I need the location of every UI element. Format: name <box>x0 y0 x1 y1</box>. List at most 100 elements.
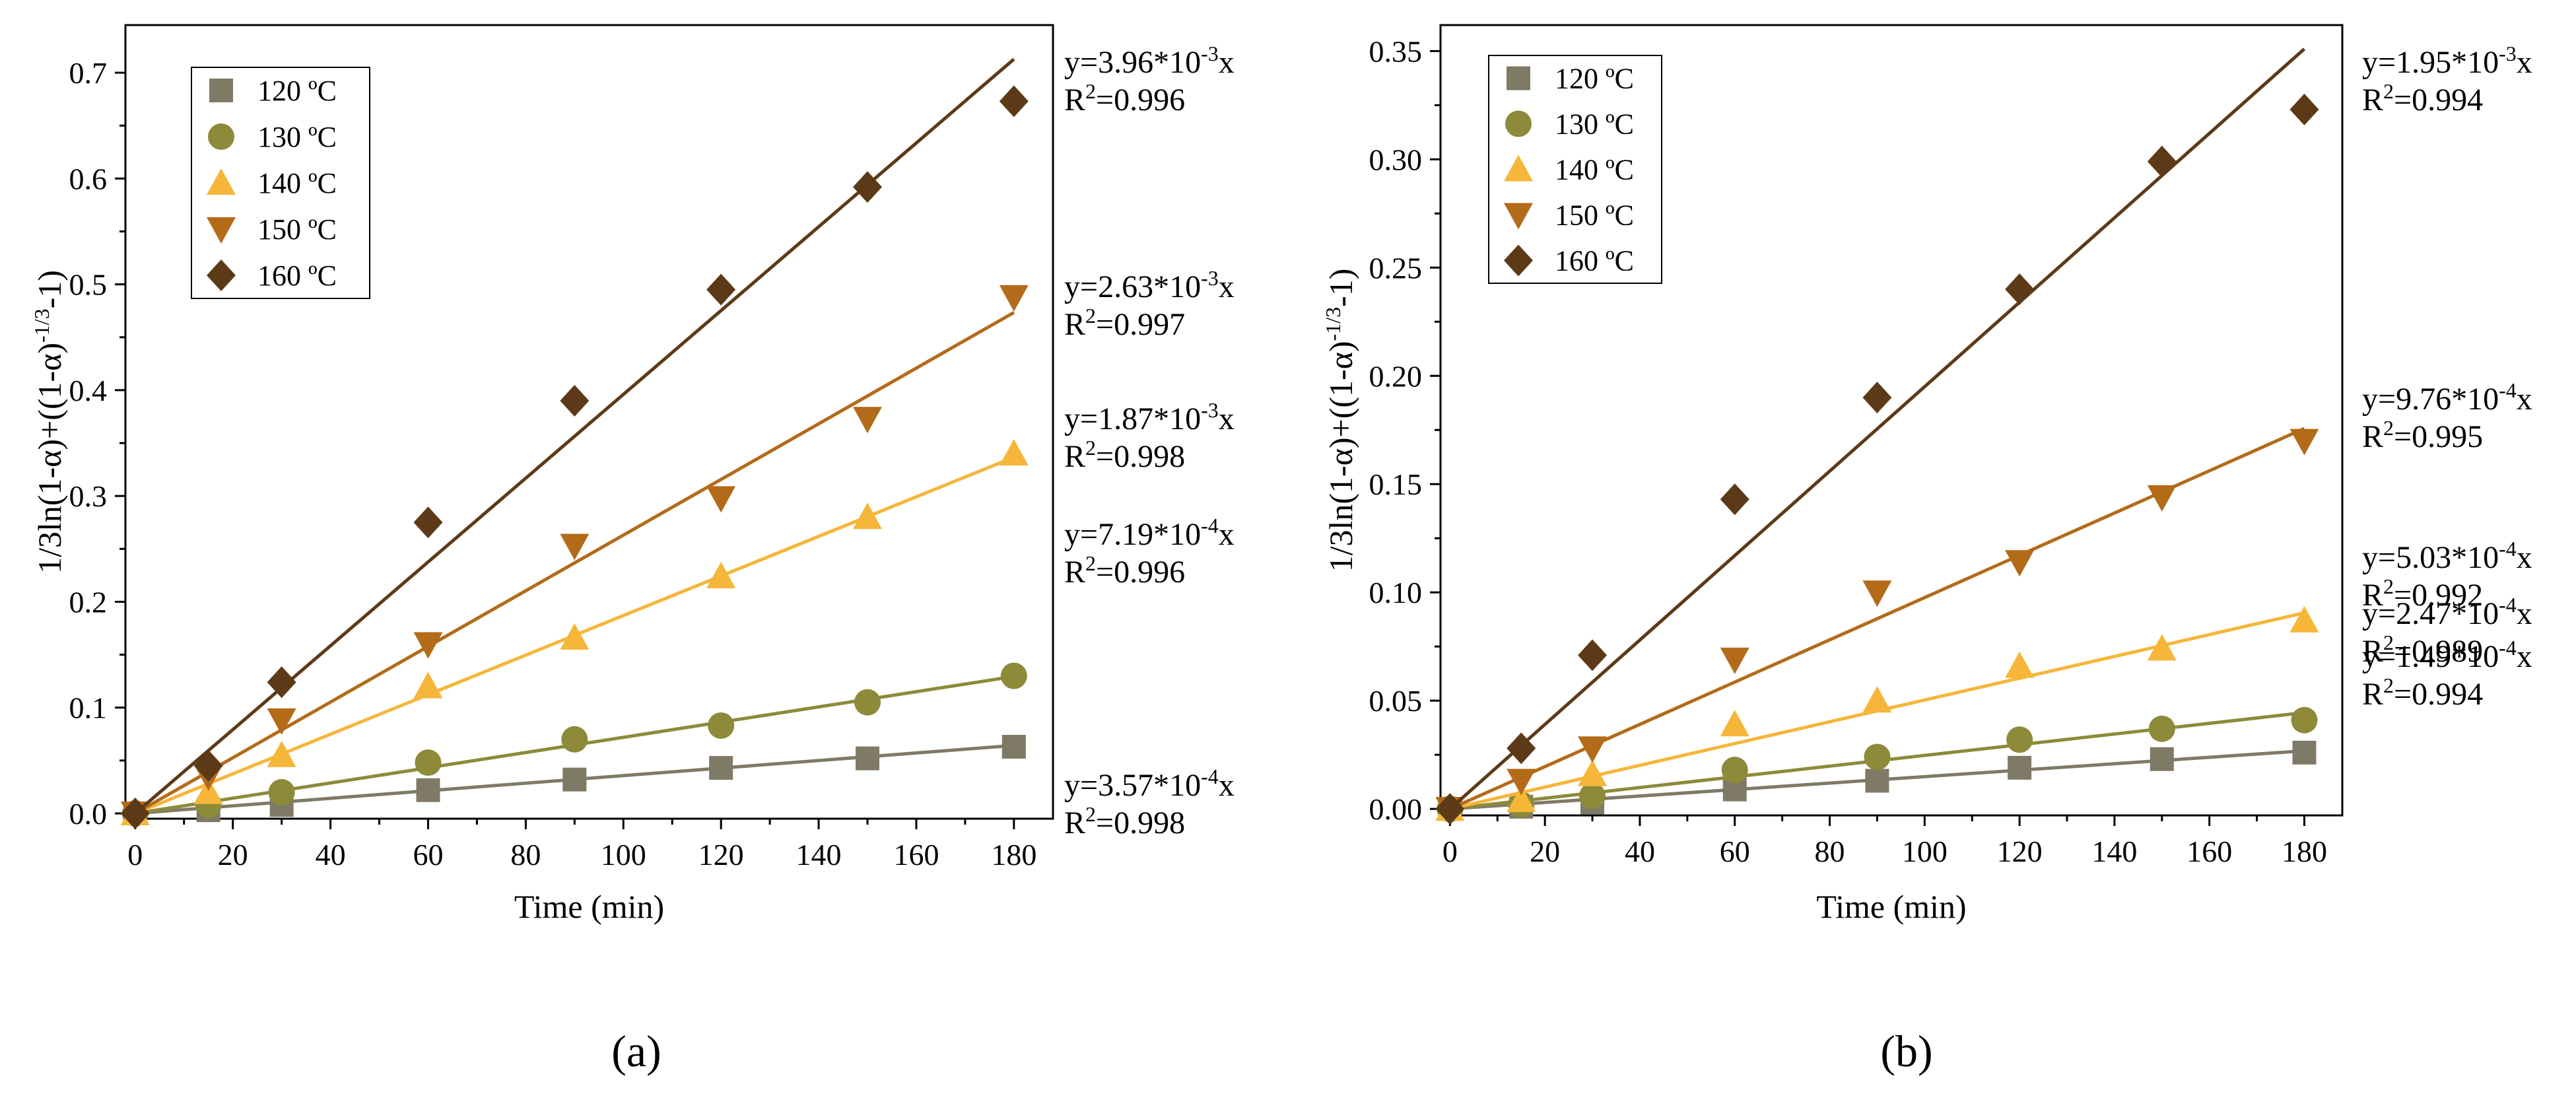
plot-frame <box>124 24 1054 820</box>
data-point-160 <box>999 85 1029 118</box>
data-point-150 <box>2147 485 2177 512</box>
fit-equation: y=3.57*10-4x <box>1064 765 1235 803</box>
data-point-150 <box>1507 769 1536 796</box>
fit-equation: y=1.49*10-4x <box>2362 636 2532 674</box>
data-point-160 <box>1720 483 1749 516</box>
data-point-160 <box>120 797 150 829</box>
y-tick-label: 0.1 <box>69 691 108 725</box>
data-point-160 <box>1507 732 1536 765</box>
data-point-140 <box>1578 759 1608 786</box>
fit-r-squared: R2=0.996 <box>1064 79 1185 118</box>
legend-marker-160 <box>207 259 236 291</box>
y-tick-label: 0.6 <box>69 162 108 195</box>
y-tick-label: 0.20 <box>1369 359 1423 393</box>
fit-equation: y=1.95*10-3x <box>2362 42 2532 80</box>
data-point-130 <box>2006 726 2033 753</box>
fit-equation: y=2.47*10-4x <box>2362 593 2532 631</box>
y-tick-label: 0.30 <box>1369 143 1423 176</box>
y-tick-label: 0.00 <box>1369 792 1423 826</box>
fit-equation: y=9.76*10-4x <box>2362 378 2532 417</box>
x-tick-label: 160 <box>893 838 939 872</box>
data-point-120 <box>562 767 587 792</box>
y-tick-label: 0.7 <box>69 56 108 90</box>
legend-label: 150 ºC <box>1555 199 1634 232</box>
x-tick-label: 180 <box>991 838 1036 872</box>
legend-label: 160 ºC <box>257 259 337 292</box>
data-point-120 <box>856 746 879 771</box>
data-point-160 <box>2005 273 2035 306</box>
data-point-140 <box>1507 786 1536 813</box>
data-point-130 <box>854 689 881 716</box>
x-tick-label: 100 <box>601 838 646 872</box>
x-tick-label: 20 <box>1530 835 1560 868</box>
data-point-150 <box>1578 736 1608 763</box>
y-axis-title: 1/3ln(1-α)+((1-α)-1/3-1) <box>1321 269 1359 572</box>
x-axis-title: Time (min) <box>514 888 664 925</box>
data-point-140 <box>1862 686 1892 713</box>
chart-panel-b: 0 20 40 60 80 100 120 140 160 180 0.00 0.05 0.10 0.15… <box>1321 24 2532 925</box>
chart-panel-a: 0 20 40 60 80 100 120 140 160 180 0.0 0.1 0.2 0.3 0.4 0… <box>30 24 1235 925</box>
fit-equation: y=1.87*10-3x <box>1064 398 1235 436</box>
legend-marker-140 <box>1504 154 1533 182</box>
fit-equation: y=7.19*10-4x <box>1064 514 1235 552</box>
caption-b: (b) <box>1880 1026 1932 1076</box>
x-tick-label: 160 <box>2186 835 2232 868</box>
y-tick-label: 0.2 <box>69 585 108 619</box>
data-point-140 <box>1720 710 1749 737</box>
x-tick-label: 80 <box>510 838 541 872</box>
data-point-160 <box>413 506 443 539</box>
x-tick-label: 140 <box>2091 835 2137 868</box>
data-point-120 <box>416 778 440 802</box>
data-point-160 <box>1862 382 1892 414</box>
data-point-120 <box>2150 747 2174 771</box>
legend-label: 150 ºC <box>257 213 337 246</box>
fit-r-squared: R2=0.998 <box>1064 436 1185 474</box>
plot-frame <box>1439 24 2344 817</box>
data-point-120 <box>1865 769 1889 793</box>
x-tick-label: 0 <box>1442 835 1458 868</box>
legend-marker-130 <box>1505 110 1532 137</box>
y-tick-label: 0.05 <box>1369 684 1423 718</box>
y-tick-label: 0.35 <box>1369 34 1423 68</box>
data-point-140 <box>2147 634 2177 661</box>
data-point-140 <box>193 777 223 804</box>
data-point-150 <box>853 407 882 434</box>
data-point-160 <box>560 384 590 417</box>
x-tick-label: 0 <box>127 838 143 872</box>
data-point-140 <box>413 671 443 699</box>
data-point-160 <box>2289 93 2319 125</box>
data-point-160 <box>267 666 296 699</box>
legend-label: 140 ºC <box>1555 154 1634 186</box>
y-tick-label: 0.25 <box>1369 251 1423 285</box>
y-tick-label: 0.15 <box>1369 467 1423 501</box>
data-point-140 <box>706 561 736 588</box>
data-point-160 <box>193 749 223 782</box>
x-axis-title: Time (min) <box>1816 888 1966 925</box>
data-point-150 <box>2005 550 2035 577</box>
data-point-150 <box>2289 428 2319 456</box>
data-point-150 <box>999 285 1029 312</box>
data-point-150 <box>706 486 736 513</box>
data-point-130 <box>708 712 735 739</box>
data-point-130 <box>561 726 588 753</box>
x-tick-label: 180 <box>2282 835 2327 868</box>
y-tick-label: 0.4 <box>69 374 108 407</box>
legend-label: 130 ºC <box>1555 108 1634 141</box>
data-point-130 <box>2148 715 2175 742</box>
legend-label: 130 ºC <box>257 121 337 153</box>
x-tick-label: 100 <box>1902 835 1948 868</box>
fit-r-squared: R2=0.995 <box>2362 416 2483 454</box>
fit-r-squared: R2=0.997 <box>1064 304 1185 342</box>
data-point-160 <box>1578 639 1608 671</box>
legend-marker-150 <box>1504 203 1533 230</box>
data-point-160 <box>2147 145 2177 178</box>
legend-label: 160 ºC <box>1555 245 1634 277</box>
data-point-130 <box>2291 706 2318 734</box>
data-point-130 <box>1721 757 1748 784</box>
legend-marker-130 <box>208 123 234 150</box>
data-point-120 <box>2292 740 2317 765</box>
fit-r-squared: R2=0.989 <box>2362 631 2483 669</box>
legend-marker-120 <box>209 79 233 102</box>
fit-r-squared: R2=0.992 <box>2362 574 2483 613</box>
fit-r-squared: R2=0.994 <box>2362 673 2483 712</box>
